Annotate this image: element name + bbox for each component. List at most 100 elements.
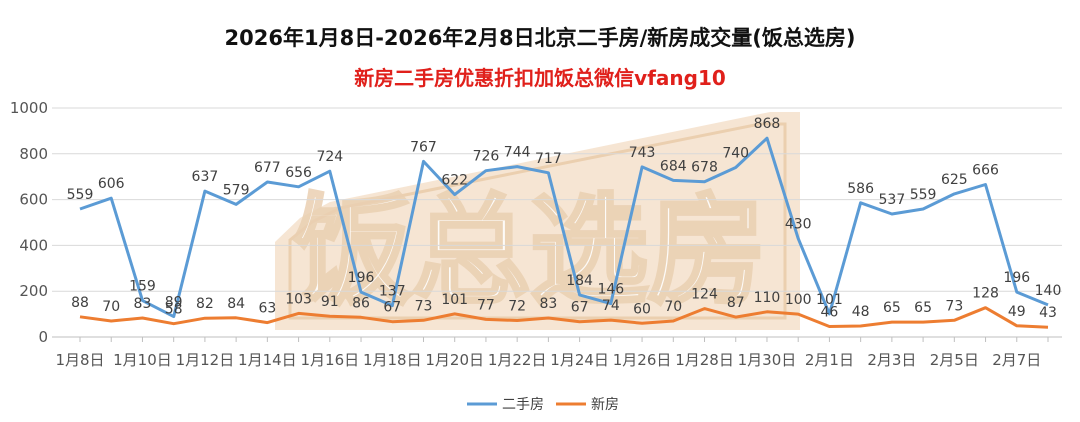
watermark-logo: 饭总选房 bbox=[275, 112, 800, 330]
data-label: 537 bbox=[879, 192, 906, 208]
data-label: 740 bbox=[722, 146, 749, 162]
chart-subtitle: 新房二手房优惠折扣加饭总微信vfang10 bbox=[354, 66, 726, 90]
data-label: 82 bbox=[196, 296, 214, 312]
data-label: 43 bbox=[1039, 305, 1057, 321]
series-line-1 bbox=[79, 136, 1049, 319]
data-label: 637 bbox=[192, 169, 219, 185]
x-tick-label: 1月10日 bbox=[113, 351, 172, 369]
legend-label: 新房 bbox=[591, 397, 619, 413]
data-label: 83 bbox=[539, 296, 557, 312]
data-label: 70 bbox=[102, 299, 120, 315]
data-label: 430 bbox=[785, 217, 812, 233]
x-tick-label: 1月28日 bbox=[675, 351, 734, 369]
x-tick-label: 2月1日 bbox=[805, 351, 854, 369]
x-tick-label: 1月8日 bbox=[55, 351, 104, 369]
data-label: 74 bbox=[602, 298, 620, 314]
data-label: 58 bbox=[165, 302, 183, 318]
data-label: 63 bbox=[258, 301, 276, 317]
series-lines bbox=[79, 136, 1049, 329]
data-label: 586 bbox=[847, 181, 874, 197]
x-tick-label: 1月18日 bbox=[363, 351, 422, 369]
data-label: 184 bbox=[566, 273, 593, 289]
data-label: 83 bbox=[134, 296, 152, 312]
data-label: 48 bbox=[852, 304, 870, 320]
x-tick-label: 1月24日 bbox=[550, 351, 609, 369]
data-label: 868 bbox=[754, 116, 781, 132]
series-line-2 bbox=[79, 306, 1049, 329]
x-axis: 1月8日 1月10日 1月12日 1月14日 1月16日 1月18日 1月20日 1月22日 1… bbox=[55, 337, 1049, 369]
x-tick-label: 2月5日 bbox=[930, 351, 979, 369]
data-label: 91 bbox=[321, 294, 339, 310]
data-label: 196 bbox=[1003, 270, 1030, 286]
data-label: 159 bbox=[129, 279, 156, 295]
y-tick-label: 200 bbox=[19, 282, 48, 300]
data-label: 146 bbox=[597, 282, 624, 298]
data-label: 726 bbox=[473, 149, 500, 165]
x-tick-label: 2月7日 bbox=[992, 351, 1041, 369]
y-tick-label: 1000 bbox=[10, 99, 48, 117]
data-label: 140 bbox=[1035, 283, 1062, 299]
data-label: 684 bbox=[660, 158, 687, 174]
data-label: 625 bbox=[941, 172, 968, 188]
data-label: 666 bbox=[972, 162, 999, 178]
data-label: 89 bbox=[165, 295, 183, 311]
watermark-text: 饭总选房 bbox=[294, 182, 766, 320]
gridlines bbox=[52, 107, 1062, 338]
y-axis: 0 200 400 600 800 1000 bbox=[10, 99, 48, 346]
x-tick-label: 1月20日 bbox=[425, 351, 484, 369]
data-label: 678 bbox=[691, 160, 718, 176]
data-label: 579 bbox=[223, 182, 250, 198]
data-label: 606 bbox=[98, 176, 125, 192]
x-tick-label: 1月16日 bbox=[300, 351, 359, 369]
data-label: 767 bbox=[410, 139, 437, 155]
data-label: 196 bbox=[348, 270, 375, 286]
y-tick-label: 0 bbox=[38, 328, 48, 346]
data-label: 744 bbox=[504, 145, 531, 161]
data-label: 73 bbox=[945, 298, 963, 314]
data-label: 70 bbox=[664, 299, 682, 315]
data-label: 724 bbox=[316, 149, 343, 165]
data-label: 559 bbox=[67, 187, 94, 203]
data-label: 103 bbox=[285, 291, 312, 307]
data-label: 717 bbox=[535, 151, 562, 167]
data-label: 656 bbox=[285, 165, 312, 181]
chart-title: 2026年1月8日-2026年2月8日北京二手房/新房成交量(饭总选房) bbox=[224, 26, 856, 50]
data-label: 60 bbox=[633, 301, 651, 317]
x-tick-label: 2月3日 bbox=[867, 351, 916, 369]
data-label: 65 bbox=[914, 300, 932, 316]
data-label: 137 bbox=[379, 284, 406, 300]
data-label: 88 bbox=[71, 295, 89, 311]
data-label: 101 bbox=[441, 292, 468, 308]
data-label: 110 bbox=[754, 290, 781, 306]
data-label: 124 bbox=[691, 287, 718, 303]
data-label: 743 bbox=[629, 145, 656, 161]
data-label: 677 bbox=[254, 160, 281, 176]
x-tick-label: 1月26日 bbox=[613, 351, 672, 369]
data-label: 101 bbox=[816, 292, 843, 308]
data-label: 67 bbox=[383, 300, 401, 316]
x-tick-label: 1月22日 bbox=[488, 351, 547, 369]
y-tick-label: 800 bbox=[19, 145, 48, 163]
data-label: 72 bbox=[508, 299, 526, 315]
x-tick-label: 1月12日 bbox=[176, 351, 235, 369]
data-label: 46 bbox=[821, 304, 839, 320]
data-label: 622 bbox=[441, 173, 468, 189]
y-tick-label: 600 bbox=[19, 191, 48, 209]
data-label: 559 bbox=[910, 187, 937, 203]
data-label: 128 bbox=[972, 286, 999, 302]
data-label: 49 bbox=[1008, 304, 1026, 320]
x-tick-label: 1月30日 bbox=[738, 351, 797, 369]
data-label: 77 bbox=[477, 297, 495, 313]
data-label: 73 bbox=[415, 298, 433, 314]
data-label: 65 bbox=[883, 300, 901, 316]
data-label: 100 bbox=[785, 292, 812, 308]
legend-label: 二手房 bbox=[502, 397, 544, 413]
data-label: 86 bbox=[352, 295, 370, 311]
y-tick-label: 400 bbox=[19, 236, 48, 254]
data-label: 67 bbox=[571, 300, 589, 316]
x-tick-label: 1月14日 bbox=[238, 351, 297, 369]
data-label: 84 bbox=[227, 296, 245, 312]
data-label: 87 bbox=[727, 295, 745, 311]
